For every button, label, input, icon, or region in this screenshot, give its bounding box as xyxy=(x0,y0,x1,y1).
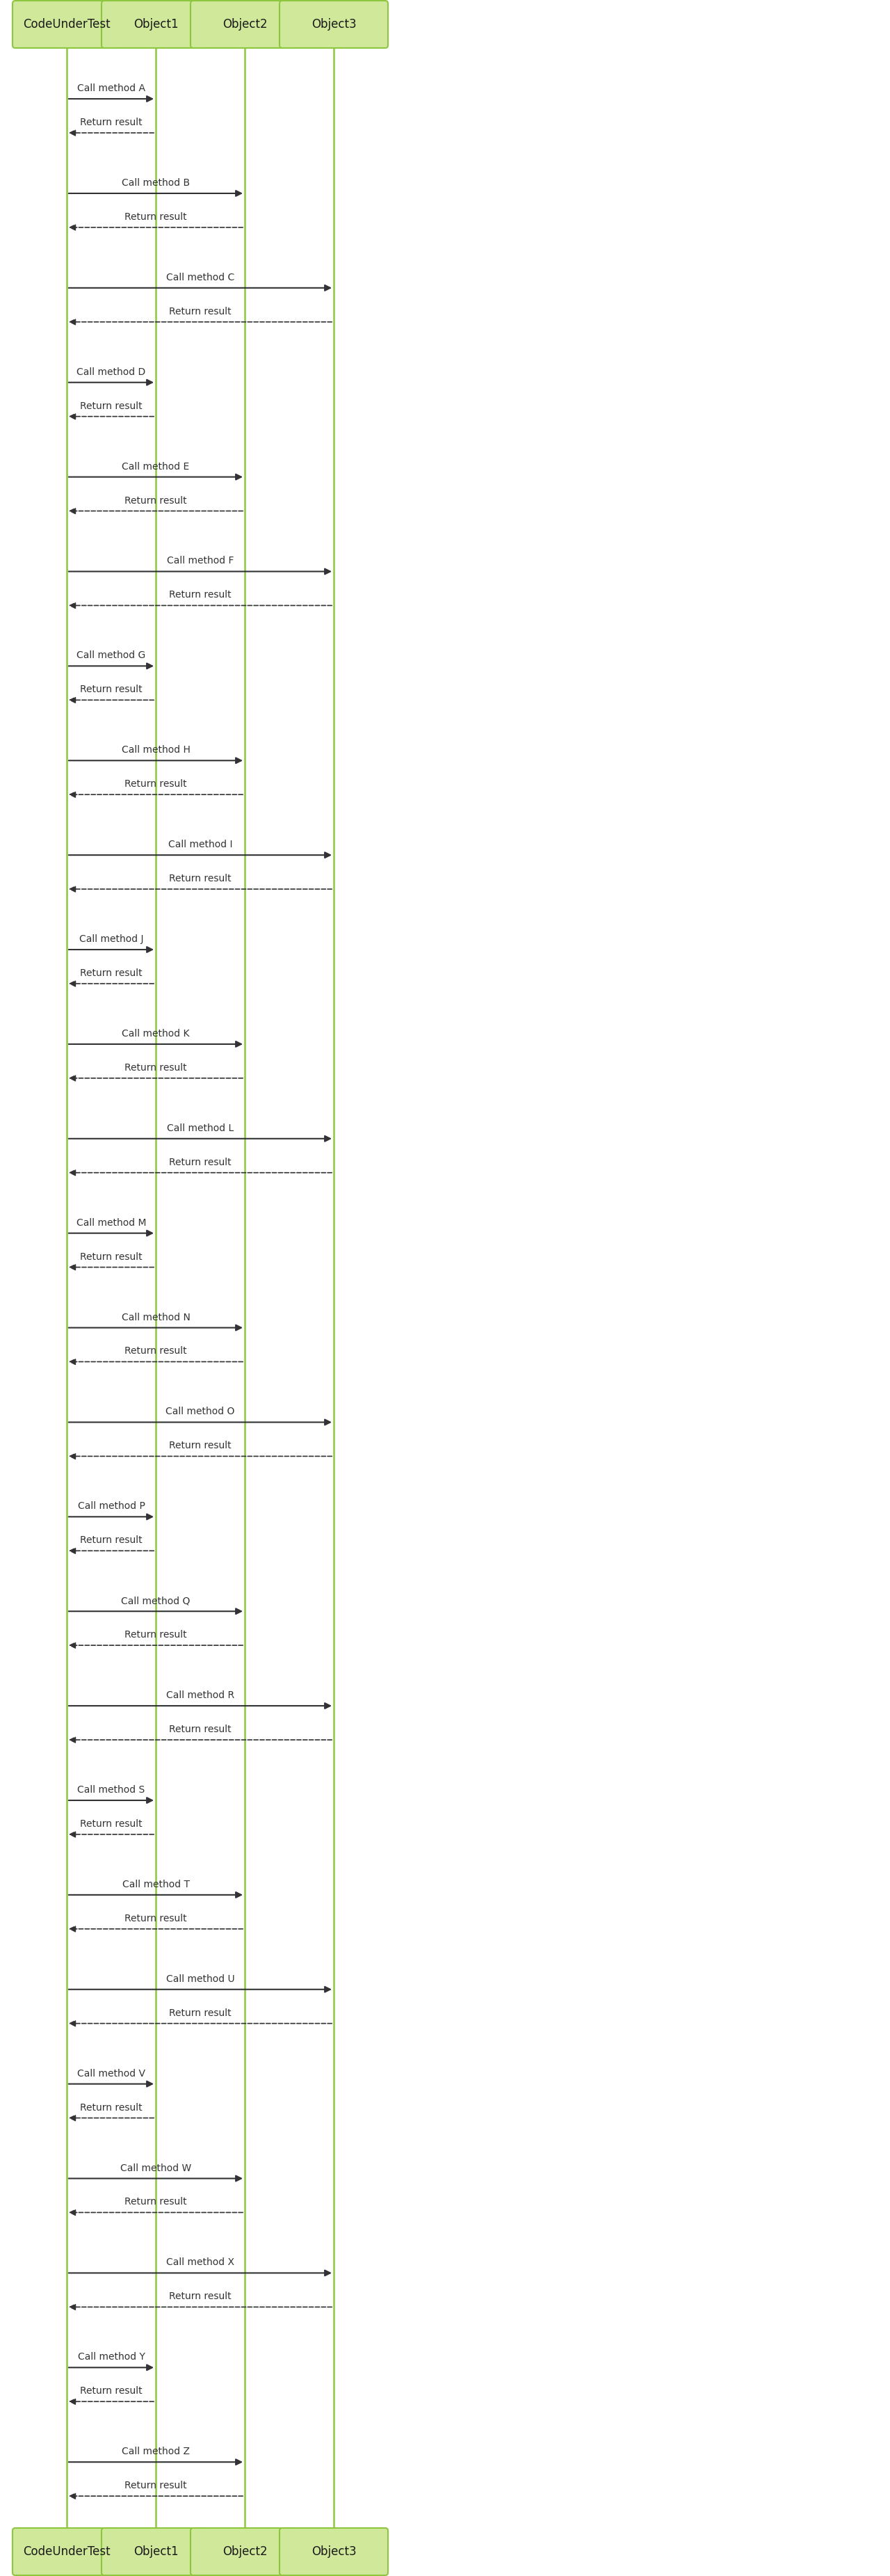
Text: Return result: Return result xyxy=(80,969,142,979)
Text: Call method A: Call method A xyxy=(77,82,145,93)
Text: Call method F: Call method F xyxy=(166,556,234,567)
Text: Call method T: Call method T xyxy=(122,1880,190,1888)
Text: Call method D: Call method D xyxy=(77,368,146,376)
Text: Return result: Return result xyxy=(169,1440,231,1450)
Text: Call method C: Call method C xyxy=(166,273,234,283)
Text: Call method S: Call method S xyxy=(77,1785,145,1795)
FancyBboxPatch shape xyxy=(279,0,388,49)
Text: Return result: Return result xyxy=(80,1535,142,1546)
Text: Call method Z: Call method Z xyxy=(122,2447,190,2458)
Text: Return result: Return result xyxy=(80,118,142,126)
Text: Object2: Object2 xyxy=(222,2545,267,2558)
Text: Call method Y: Call method Y xyxy=(77,2352,145,2362)
Text: Return result: Return result xyxy=(125,2197,187,2208)
Text: Return result: Return result xyxy=(125,2481,187,2491)
Text: Return result: Return result xyxy=(169,2293,231,2300)
Text: Call method R: Call method R xyxy=(166,1690,234,1700)
Text: Return result: Return result xyxy=(125,495,187,505)
Text: Return result: Return result xyxy=(80,1252,142,1262)
Text: Return result: Return result xyxy=(169,307,231,317)
Text: Return result: Return result xyxy=(169,873,231,884)
Text: Call method B: Call method B xyxy=(122,178,190,188)
Text: Return result: Return result xyxy=(169,1157,231,1167)
Text: Return result: Return result xyxy=(80,402,142,412)
Text: Call method Q: Call method Q xyxy=(121,1597,190,1605)
Text: Call method W: Call method W xyxy=(120,2164,191,2174)
Text: Return result: Return result xyxy=(125,211,187,222)
Text: Call method N: Call method N xyxy=(121,1311,190,1321)
Text: CodeUnderTest: CodeUnderTest xyxy=(23,2545,110,2558)
FancyBboxPatch shape xyxy=(190,0,299,49)
Text: Call method J: Call method J xyxy=(79,935,143,943)
Text: Return result: Return result xyxy=(169,1723,231,1734)
Text: Object1: Object1 xyxy=(134,2545,178,2558)
Text: Call method K: Call method K xyxy=(122,1028,190,1038)
Text: Object3: Object3 xyxy=(312,2545,356,2558)
Text: Return result: Return result xyxy=(125,781,187,788)
Text: Return result: Return result xyxy=(125,1347,187,1355)
Text: Return result: Return result xyxy=(125,1064,187,1072)
Text: Call method I: Call method I xyxy=(168,840,232,850)
Text: Call method V: Call method V xyxy=(77,2069,145,2079)
Text: Return result: Return result xyxy=(80,2102,142,2112)
Text: Return result: Return result xyxy=(80,1819,142,1829)
Text: Object3: Object3 xyxy=(312,18,356,31)
Text: CodeUnderTest: CodeUnderTest xyxy=(23,18,110,31)
Text: Return result: Return result xyxy=(125,1914,187,1924)
Text: Object1: Object1 xyxy=(134,18,178,31)
Text: Call method P: Call method P xyxy=(77,1502,145,1512)
Text: Return result: Return result xyxy=(169,2009,231,2017)
Text: Call method U: Call method U xyxy=(166,1973,235,1984)
FancyBboxPatch shape xyxy=(190,2527,299,2576)
Text: Call method X: Call method X xyxy=(166,2257,234,2267)
FancyBboxPatch shape xyxy=(12,2527,121,2576)
Text: Call method L: Call method L xyxy=(166,1123,234,1133)
FancyBboxPatch shape xyxy=(12,0,121,49)
Text: Return result: Return result xyxy=(125,1631,187,1641)
FancyBboxPatch shape xyxy=(101,0,210,49)
Text: Object2: Object2 xyxy=(222,18,267,31)
Text: Call method M: Call method M xyxy=(77,1218,146,1229)
Text: Return result: Return result xyxy=(80,685,142,696)
Text: Call method E: Call method E xyxy=(122,461,190,471)
Text: Call method G: Call method G xyxy=(77,652,146,659)
FancyBboxPatch shape xyxy=(279,2527,388,2576)
FancyBboxPatch shape xyxy=(101,2527,210,2576)
Text: Return result: Return result xyxy=(80,2385,142,2396)
Text: Call method O: Call method O xyxy=(166,1406,235,1417)
Text: Call method H: Call method H xyxy=(121,744,190,755)
Text: Return result: Return result xyxy=(169,590,231,600)
